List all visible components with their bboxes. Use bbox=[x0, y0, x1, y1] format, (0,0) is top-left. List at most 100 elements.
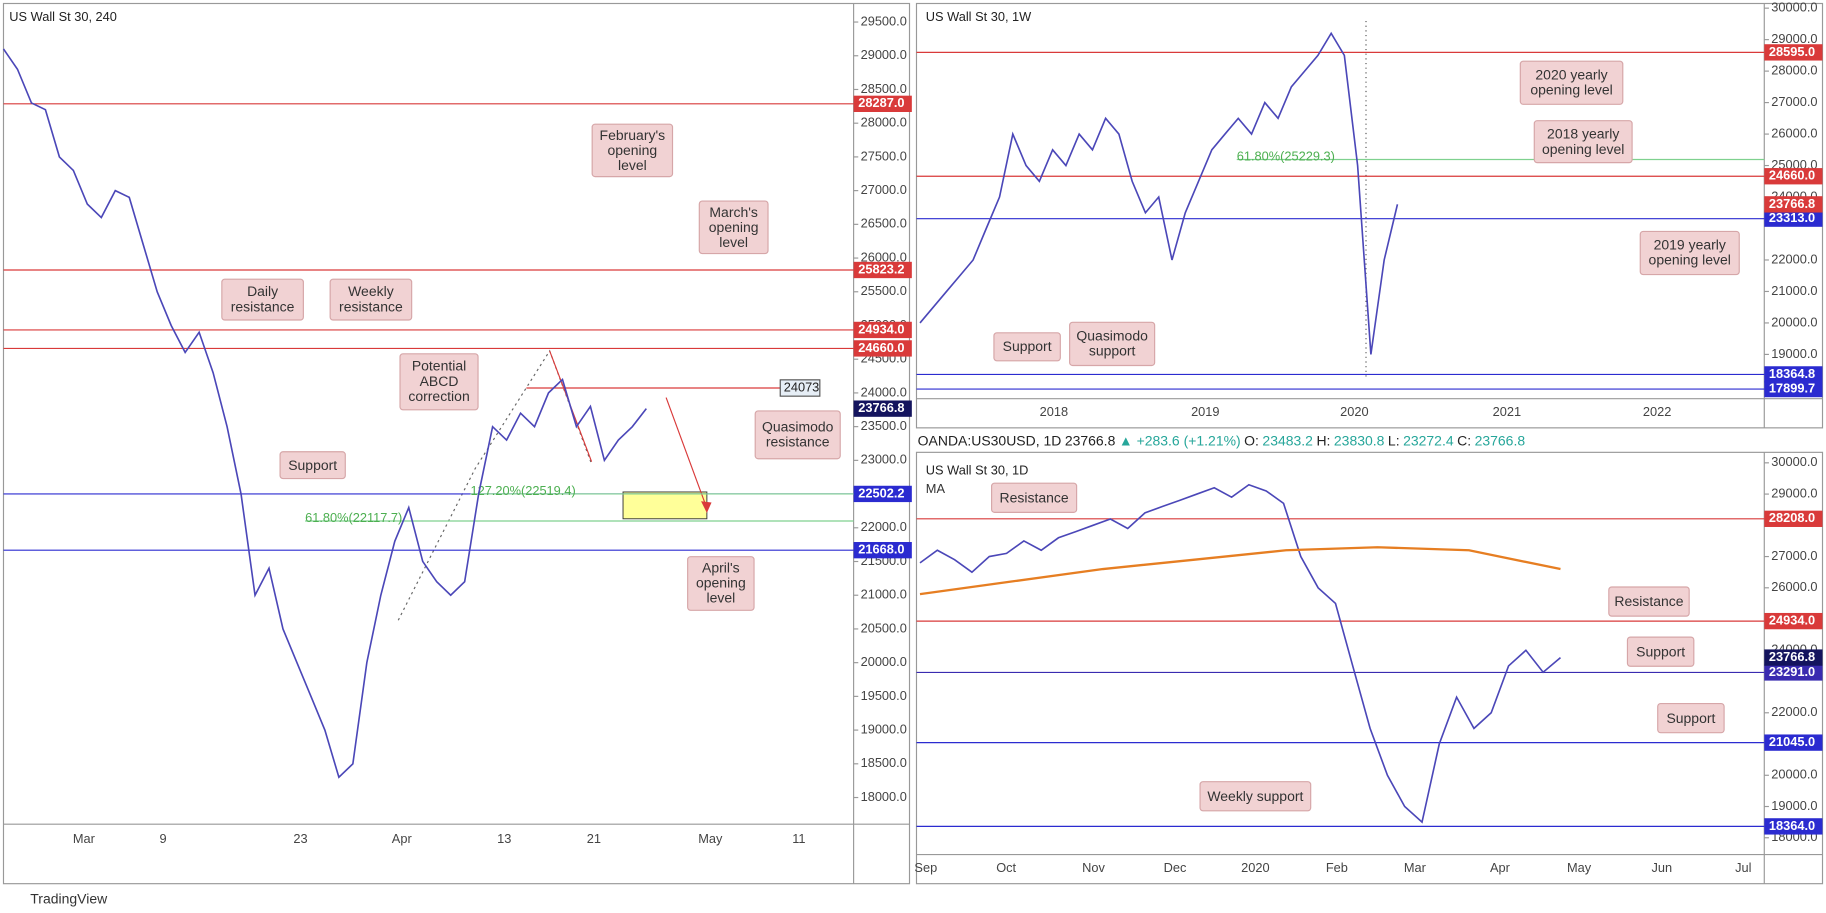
indicator-label: MA bbox=[926, 481, 946, 496]
x-tick-label: Mar bbox=[73, 831, 96, 846]
y-tick-label: 29000.0 bbox=[861, 47, 907, 62]
header-item: C: bbox=[1457, 432, 1472, 449]
x-tick-label: 2018 bbox=[1040, 404, 1068, 419]
level-tag bbox=[853, 542, 912, 559]
callout: Weekly support bbox=[1199, 781, 1312, 812]
callout: Daily resistance bbox=[221, 278, 304, 321]
y-tick-label: 18000.0 bbox=[861, 789, 907, 804]
y-tick-label: 27500.0 bbox=[861, 148, 907, 163]
level-label: 28208.0 bbox=[1769, 510, 1815, 525]
y-tick-label: 22000.0 bbox=[1771, 704, 1817, 719]
level-tag bbox=[853, 261, 912, 279]
level-label: 17899.7 bbox=[1769, 380, 1815, 395]
y-tick-label: 26000.0 bbox=[1771, 579, 1817, 594]
level-tag bbox=[1764, 210, 1823, 227]
x-tick-label: 23 bbox=[293, 831, 307, 846]
y-tick-label: 26000.0 bbox=[861, 249, 907, 264]
y-tick-label: 20500.0 bbox=[861, 620, 907, 635]
callout: Weekly resistance bbox=[329, 278, 413, 321]
y-tick-label: 30000.0 bbox=[1771, 0, 1817, 15]
x-tick-label: Apr bbox=[1490, 860, 1511, 875]
level-label: 24934.0 bbox=[858, 321, 904, 336]
callout: March's opening level bbox=[698, 200, 769, 255]
x-tick-label: 11 bbox=[792, 831, 805, 846]
abcd-pattern bbox=[397, 349, 593, 621]
y-tick-label: 26500.0 bbox=[861, 216, 907, 231]
callout: Potential ABCD correction bbox=[399, 353, 479, 411]
level-label: 22502.2 bbox=[858, 485, 904, 500]
panel-title: US Wall St 30, 240 bbox=[9, 9, 117, 24]
header-item: 23483.2 bbox=[1262, 432, 1313, 449]
level-label: 28287.0 bbox=[858, 95, 904, 110]
level-tag bbox=[1764, 649, 1823, 666]
y-tick-label: 27000.0 bbox=[1771, 94, 1817, 109]
x-tick-label: Nov bbox=[1082, 860, 1105, 875]
x-tick-label: 9 bbox=[159, 831, 166, 846]
x-tick-label: Mar bbox=[1404, 860, 1427, 875]
x-tick-label: 13 bbox=[497, 831, 511, 846]
y-tick-label: 29000.0 bbox=[1771, 485, 1817, 500]
level-label: 18364.8 bbox=[1769, 366, 1815, 381]
callout: Support bbox=[279, 451, 346, 480]
y-tick-label: 20000.0 bbox=[861, 654, 907, 669]
x-tick-label: Jul bbox=[1735, 860, 1751, 875]
callout: 2018 yearly opening level bbox=[1533, 120, 1633, 164]
level-label: 23291.0 bbox=[1769, 664, 1815, 679]
x-tick-label: May bbox=[1567, 860, 1592, 875]
level-label: 21045.0 bbox=[1769, 734, 1815, 749]
y-tick-label: 25500.0 bbox=[861, 283, 907, 298]
y-tick-label: 26000.0 bbox=[1771, 125, 1817, 140]
y-tick-label: 29500.0 bbox=[861, 13, 907, 28]
x-tick-label: Apr bbox=[392, 831, 413, 846]
level-tag bbox=[853, 340, 912, 357]
x-tick-label: Sep bbox=[914, 860, 937, 875]
level-label: 28595.0 bbox=[1769, 44, 1815, 59]
level-label: 24934.0 bbox=[1769, 613, 1815, 628]
header-item: ▲ +283.6 (+1.21%) bbox=[1118, 432, 1241, 449]
x-tick-label: 2020 bbox=[1241, 860, 1269, 875]
y-tick-label: 19500.0 bbox=[861, 688, 907, 703]
y-tick-label: 19000.0 bbox=[1771, 346, 1817, 361]
level-tag bbox=[1764, 734, 1823, 751]
level-tag bbox=[1764, 510, 1823, 527]
callout: Support bbox=[993, 332, 1061, 362]
level-tag bbox=[1764, 168, 1823, 185]
level-label: 23766.8 bbox=[1769, 649, 1815, 664]
x-tick-label: Dec bbox=[1164, 860, 1187, 875]
y-tick-label: 27000.0 bbox=[1771, 548, 1817, 563]
y-tick-label: 22000.0 bbox=[1771, 251, 1817, 266]
y-tick-label: 19000.0 bbox=[861, 721, 907, 736]
y-tick-label: 23500.0 bbox=[861, 418, 907, 433]
level-label: 25823.2 bbox=[858, 261, 904, 276]
y-tick-label: 28000.0 bbox=[1771, 62, 1817, 77]
level-tag bbox=[853, 95, 912, 112]
header-item: 23766.8 bbox=[1064, 432, 1116, 449]
callout: 2019 yearly opening level bbox=[1639, 230, 1740, 276]
level-label: 24660.0 bbox=[1769, 168, 1815, 183]
level-tag bbox=[1764, 44, 1823, 61]
x-tick-label: 2019 bbox=[1191, 404, 1219, 419]
panel-frame bbox=[915, 451, 1824, 885]
price-line bbox=[2, 48, 647, 779]
fib-label: 127.20%(22519.4) bbox=[470, 483, 575, 498]
y-tick-label: 29000.0 bbox=[1771, 31, 1817, 46]
callout: Support bbox=[1657, 702, 1725, 734]
level-tag bbox=[853, 400, 912, 417]
moving-average bbox=[919, 546, 1561, 596]
brand: TradingView bbox=[30, 890, 108, 908]
panel-frame bbox=[915, 2, 1824, 429]
level-label: 21668.0 bbox=[858, 542, 904, 557]
y-tick-label: 28000.0 bbox=[861, 115, 907, 130]
price-box-label: 24073 bbox=[784, 379, 820, 394]
header-item: L: bbox=[1387, 432, 1400, 449]
y-tick-label: 18500.0 bbox=[861, 755, 907, 770]
y-tick-label: 23000.0 bbox=[861, 452, 907, 467]
target-zone bbox=[622, 491, 708, 520]
level-tag bbox=[853, 485, 912, 503]
level-label: 24660.0 bbox=[858, 340, 904, 355]
x-tick-label: 2020 bbox=[1340, 404, 1368, 419]
header-item: 23272.4 bbox=[1403, 432, 1454, 449]
symbol-header: OANDA:US30USD, 1D 23766.8 ▲ +283.6 (+1.21%… bbox=[918, 433, 1529, 449]
